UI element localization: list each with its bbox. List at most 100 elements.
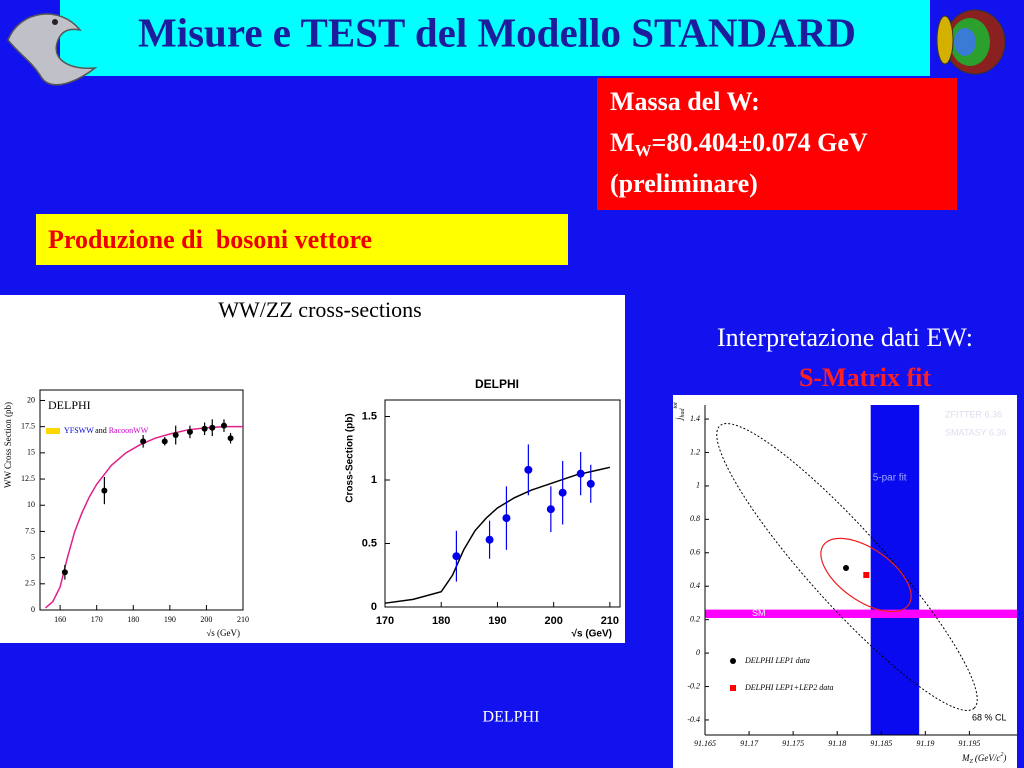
panel-title: WW/ZZ cross-sections bbox=[218, 297, 421, 322]
data-point bbox=[843, 564, 850, 571]
legend-marker bbox=[730, 685, 736, 691]
data-point bbox=[502, 514, 511, 523]
label-part: and bbox=[95, 426, 107, 435]
plot-frame bbox=[39, 389, 244, 611]
x-tick-label: 91.165 bbox=[694, 739, 716, 748]
x-axis-label: √s (GeV) bbox=[572, 629, 613, 640]
data-point bbox=[61, 569, 68, 576]
footer: DELPHI bbox=[483, 709, 540, 726]
band-label: 5-par fit bbox=[873, 473, 907, 484]
sm-band bbox=[705, 609, 1017, 618]
y-tick-label: 2.5 bbox=[25, 579, 35, 588]
x-tick-label: 91.195 bbox=[958, 739, 980, 748]
x-tick-label: 91.185 bbox=[870, 739, 892, 748]
y-tick-label: 0.5 bbox=[362, 537, 377, 549]
y-tick-label: 1.2 bbox=[690, 447, 700, 456]
x-tick-label: 180 bbox=[432, 615, 450, 627]
contour-68cl bbox=[716, 423, 978, 711]
data-point bbox=[452, 552, 461, 561]
x-tick-label: 91.17 bbox=[740, 739, 759, 748]
data-point bbox=[201, 425, 208, 432]
fit-band bbox=[870, 405, 920, 735]
ew-caption: Interpretazione dati EW: bbox=[717, 323, 973, 352]
x-tick-label: 180 bbox=[127, 615, 139, 624]
label-part: RacoonWW bbox=[109, 426, 149, 435]
detector-logo bbox=[936, 9, 1006, 75]
y-axis-label: jhadtot bbox=[673, 402, 686, 421]
contour-lep2 bbox=[820, 537, 912, 613]
x-tick-label: 210 bbox=[237, 615, 249, 624]
legend-label: DELPHI LEP1 data bbox=[744, 656, 810, 665]
plot-panel bbox=[0, 295, 625, 643]
production-box bbox=[36, 214, 568, 265]
legend-swatch bbox=[46, 428, 60, 434]
label-part: Z bbox=[970, 759, 974, 765]
y-tick-label: 1 bbox=[371, 474, 377, 486]
program-label: SMATASY 6.36 bbox=[945, 427, 1007, 437]
cl-label: 68 % CL bbox=[972, 712, 1007, 722]
label-part: had bbox=[680, 407, 686, 417]
x-axis-label: MZ (GeV/c2) bbox=[961, 752, 1006, 765]
x-tick-label: 91.18 bbox=[828, 739, 846, 748]
title-bar bbox=[60, 0, 930, 76]
data-point bbox=[186, 428, 193, 435]
label-part: 2 bbox=[1000, 752, 1003, 758]
x-tick-label: 200 bbox=[544, 615, 562, 627]
x-tick-label: 190 bbox=[164, 615, 176, 624]
label-part: j bbox=[674, 417, 684, 421]
data-point bbox=[485, 535, 494, 544]
x-tick-label: 160 bbox=[54, 615, 66, 624]
legend-label: DELPHI LEP1+LEP2 data bbox=[744, 683, 834, 692]
y-axis-label: WW Cross Section (pb) bbox=[3, 402, 13, 488]
production-text: Produzione di bosoni vettore bbox=[48, 225, 372, 254]
data-point bbox=[140, 438, 147, 445]
y-tick-label: 12.5 bbox=[21, 474, 35, 483]
y-tick-label: 0.6 bbox=[690, 548, 700, 557]
mass-line: Massa del W: bbox=[610, 87, 760, 116]
x-tick-label: 91.175 bbox=[782, 739, 804, 748]
data-point bbox=[863, 572, 870, 579]
y-tick-label: 1 bbox=[696, 481, 700, 490]
x-tick-label: 170 bbox=[91, 615, 103, 624]
label-part: ) bbox=[1002, 753, 1006, 763]
x-axis-label: √s (GeV) bbox=[206, 628, 240, 638]
data-point bbox=[546, 505, 555, 514]
y-tick-label: 0 bbox=[696, 648, 700, 657]
ew-subcaption: S-Matrix fit bbox=[799, 363, 931, 392]
legend-marker bbox=[730, 658, 736, 664]
label-part: (GeV/c bbox=[975, 753, 1000, 763]
mass-box bbox=[597, 78, 957, 210]
x-tick-label: 170 bbox=[376, 615, 394, 627]
mass-value: MW=80.404±0.074 GeV bbox=[610, 128, 868, 160]
slide-title: Misure e TEST del Modello STANDARD bbox=[138, 9, 856, 55]
data-point bbox=[558, 488, 567, 497]
y-tick-label: -0.2 bbox=[687, 681, 700, 690]
y-tick-label: 20 bbox=[27, 395, 35, 404]
data-point bbox=[161, 438, 168, 445]
mass-note: (preliminare) bbox=[610, 169, 758, 198]
data-point bbox=[586, 479, 595, 488]
x-tick-label: 200 bbox=[200, 615, 212, 624]
y-tick-label: 0 bbox=[371, 601, 377, 613]
y-tick-label: -0.4 bbox=[687, 715, 700, 724]
label-part: M bbox=[961, 753, 970, 763]
y-tick-label: 0 bbox=[31, 605, 35, 614]
y-tick-label: 17.5 bbox=[21, 421, 35, 430]
band-label: SM bbox=[752, 608, 766, 618]
plot-label: DELPHI bbox=[475, 377, 519, 391]
plot-label: DELPHI bbox=[48, 398, 91, 412]
label-part: YFSWW bbox=[64, 426, 94, 435]
data-point bbox=[220, 422, 227, 429]
label-part: tot bbox=[673, 402, 679, 409]
x-tick-label: 91.19 bbox=[916, 739, 934, 748]
theory-curve bbox=[384, 466, 611, 604]
mass-symbol: M bbox=[610, 128, 635, 157]
y-axis-label: Cross-Section (pb) bbox=[345, 413, 356, 502]
y-tick-label: 7.5 bbox=[25, 526, 35, 535]
data-point bbox=[524, 465, 533, 474]
y-tick-label: 1.5 bbox=[362, 410, 377, 422]
y-tick-label: 0.8 bbox=[690, 514, 700, 523]
mass-number: =80.404±0.074 GeV bbox=[652, 128, 868, 157]
y-tick-label: 0.4 bbox=[690, 581, 700, 590]
